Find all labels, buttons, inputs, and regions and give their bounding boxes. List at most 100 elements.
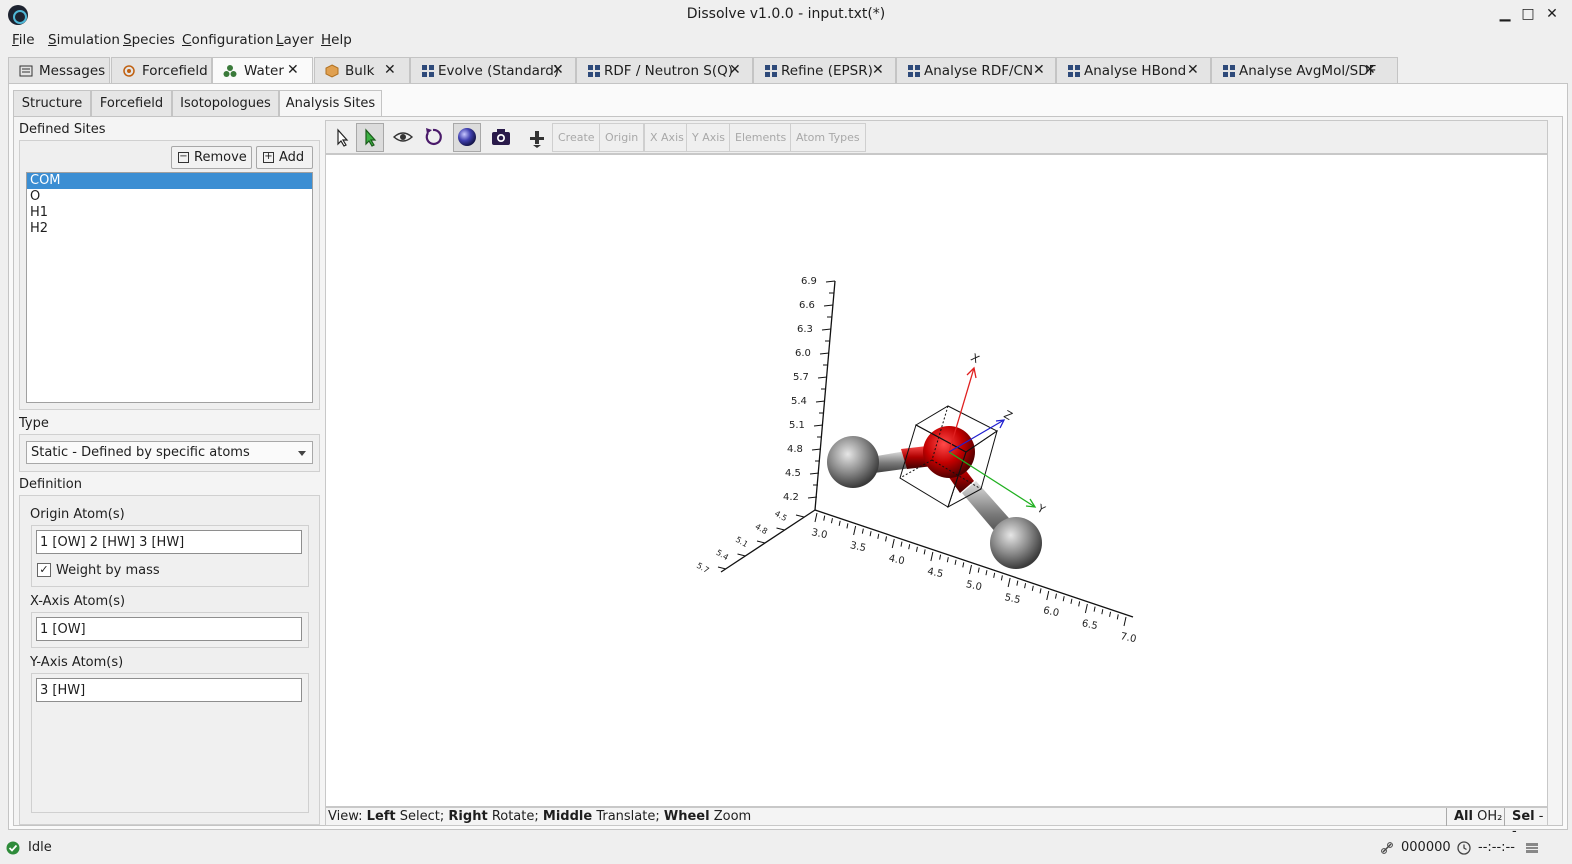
menu-configuration[interactable]: Configuration [182, 32, 274, 48]
horizontal-minor-tick [1000, 575, 1003, 581]
sites-list[interactable]: COM O H1 H2 [26, 172, 313, 403]
set-x-axis-button[interactable]: X Axis [644, 123, 690, 152]
vertical-tick [813, 424, 824, 427]
origin-atoms-field[interactable]: 1 [OW] 2 [HW] 3 [HW] [36, 530, 302, 554]
vertical-tick-label: 6.0 [795, 348, 811, 359]
remove-site-button[interactable]: − Remove [171, 146, 252, 169]
add-site-button[interactable]: + Add [256, 146, 313, 169]
vertical-tick-label: 5.1 [789, 420, 805, 431]
create-site-button[interactable]: Create [552, 123, 601, 152]
x-axis-atoms-label: X-Axis Atom(s) [30, 594, 126, 609]
y-axis-atoms-field[interactable]: 3 [HW] [36, 678, 302, 702]
tab-analyse-avgmol-sdf[interactable]: Analyse AvgMol/SDF ✕ [1211, 57, 1398, 83]
set-y-axis-button[interactable]: Y Axis [686, 123, 732, 152]
list-item[interactable]: COM [27, 173, 312, 189]
close-tab-icon[interactable]: ✕ [1187, 62, 1199, 78]
horizontal-tick [891, 538, 895, 549]
menu-species[interactable]: Species [123, 32, 175, 48]
status-ok-icon [6, 841, 20, 855]
list-item[interactable]: O [30, 189, 41, 204]
elements-button[interactable]: Elements [729, 123, 793, 152]
subtab-structure[interactable]: Structure [13, 90, 91, 116]
tab-analyse-hbond[interactable]: Analyse HBond ✕ [1056, 57, 1211, 83]
close-tab-icon[interactable]: ✕ [872, 62, 884, 78]
menu-file[interactable]: File [12, 32, 35, 48]
horizontal-tick [930, 551, 934, 562]
reset-view-button[interactable] [419, 123, 447, 152]
depth-axis-line [720, 509, 816, 573]
screenshot-button[interactable] [487, 123, 515, 152]
atom-builder-button[interactable] [523, 123, 551, 152]
tab-forcefield[interactable]: Forcefield [111, 57, 212, 83]
layer-icon [588, 65, 600, 77]
species-3d-viewer[interactable]: 6.9 6.6 6.3 6.0 5.7 5.4 5.1 4.8 4.5 4.2 3.0 3.5 4.0 4… [325, 154, 1548, 807]
vertical-tick-label: 4.5 [785, 468, 801, 479]
depth-tick-label: 5.4 [715, 548, 731, 562]
horizontal-minor-tick [977, 567, 980, 573]
molecule-scene: 6.96.66.36.05.75.45.14.84.54.23.03.54.04… [695, 276, 1137, 645]
menu-simulation[interactable]: Simulation [48, 32, 120, 48]
vertical-tick [809, 472, 820, 475]
minimize-button[interactable]: ▁ [1499, 6, 1511, 22]
vertical-tick [823, 304, 834, 307]
horizontal-tick [853, 525, 857, 536]
minus-icon: − [178, 151, 189, 163]
close-tab-icon[interactable]: ✕ [552, 62, 564, 78]
pointer-icon [337, 128, 349, 147]
species-formula: All OH₂ [1454, 809, 1503, 824]
layer-icon [1068, 65, 1080, 77]
tab-evolve[interactable]: Evolve (Standard) ✕ [410, 57, 576, 83]
depth-tick [795, 514, 805, 518]
x-axis-atoms-field[interactable]: 1 [OW] [36, 617, 302, 641]
depth-tick [756, 540, 766, 544]
horizontal-minor-tick [877, 533, 880, 539]
subtab-isotopologues[interactable]: Isotopologues [172, 90, 279, 116]
close-tab-icon[interactable]: ✕ [1033, 62, 1045, 78]
tab-refine-epsr[interactable]: Refine (EPSR) ✕ [753, 57, 896, 83]
atom-types-button[interactable]: Atom Types [790, 123, 866, 152]
select-mode-button[interactable] [356, 123, 384, 152]
tab-messages[interactable]: Messages [8, 57, 110, 83]
tab-water[interactable]: Water ✕ [212, 57, 313, 84]
tab-analyse-rdf-cn[interactable]: Analyse RDF/CN ✕ [896, 57, 1056, 83]
view-options-button[interactable] [389, 123, 417, 152]
interact-mode-button[interactable] [328, 123, 356, 152]
vertical-tick-label: 5.7 [793, 372, 809, 383]
close-tab-icon[interactable]: ✕ [287, 62, 299, 78]
chevron-down-icon [298, 451, 306, 456]
horizontal-minor-tick [1016, 580, 1019, 586]
tab-bulk[interactable]: Bulk ✕ [314, 57, 410, 83]
vertical-tick-label: 5.4 [791, 396, 807, 407]
depth-tick [737, 553, 746, 557]
horizontal-tick-label: 6.5 [1081, 618, 1099, 632]
list-item[interactable]: H2 [30, 221, 49, 236]
horizontal-minor-tick [838, 520, 841, 526]
subtab-analysis-sites[interactable]: Analysis Sites [279, 90, 382, 117]
horizontal-minor-tick [1054, 593, 1057, 599]
close-tab-icon[interactable]: ✕ [1364, 62, 1376, 78]
depth-tick-label: 4.8 [754, 522, 770, 536]
tab-label: Water [244, 63, 284, 79]
horizontal-minor-tick [1039, 588, 1042, 594]
subtab-forcefield[interactable]: Forcefield [91, 90, 172, 116]
horizontal-tick-label: 6.0 [1042, 605, 1060, 619]
list-item[interactable]: H1 [30, 205, 49, 220]
vertical-axis-line [814, 280, 836, 511]
close-tab-icon[interactable]: ✕ [729, 62, 741, 78]
tab-rdf-neutron[interactable]: RDF / Neutron S(Q) ✕ [576, 57, 753, 83]
horizontal-minor-tick [923, 549, 926, 555]
close-window-button[interactable]: ✕ [1546, 6, 1558, 22]
weight-by-mass-checkbox[interactable]: ✓ [37, 563, 51, 577]
close-tab-icon[interactable]: ✕ [384, 62, 396, 78]
menu-help[interactable]: Help [321, 32, 352, 48]
menu-layer[interactable]: Layer [276, 32, 314, 48]
render-style-button[interactable] [453, 123, 481, 152]
site-type-select[interactable]: Static - Defined by specific atoms [26, 441, 313, 464]
set-origin-button[interactable]: Origin [599, 123, 645, 152]
tab-label: Bulk [345, 63, 375, 79]
tab-label: Evolve (Standard) [438, 63, 560, 79]
tab-label: Refine (EPSR) [781, 63, 873, 79]
maximize-button[interactable]: □ [1521, 6, 1535, 22]
iteration-counter: 000000 [1401, 840, 1451, 855]
horizontal-minor-tick [1070, 598, 1073, 604]
